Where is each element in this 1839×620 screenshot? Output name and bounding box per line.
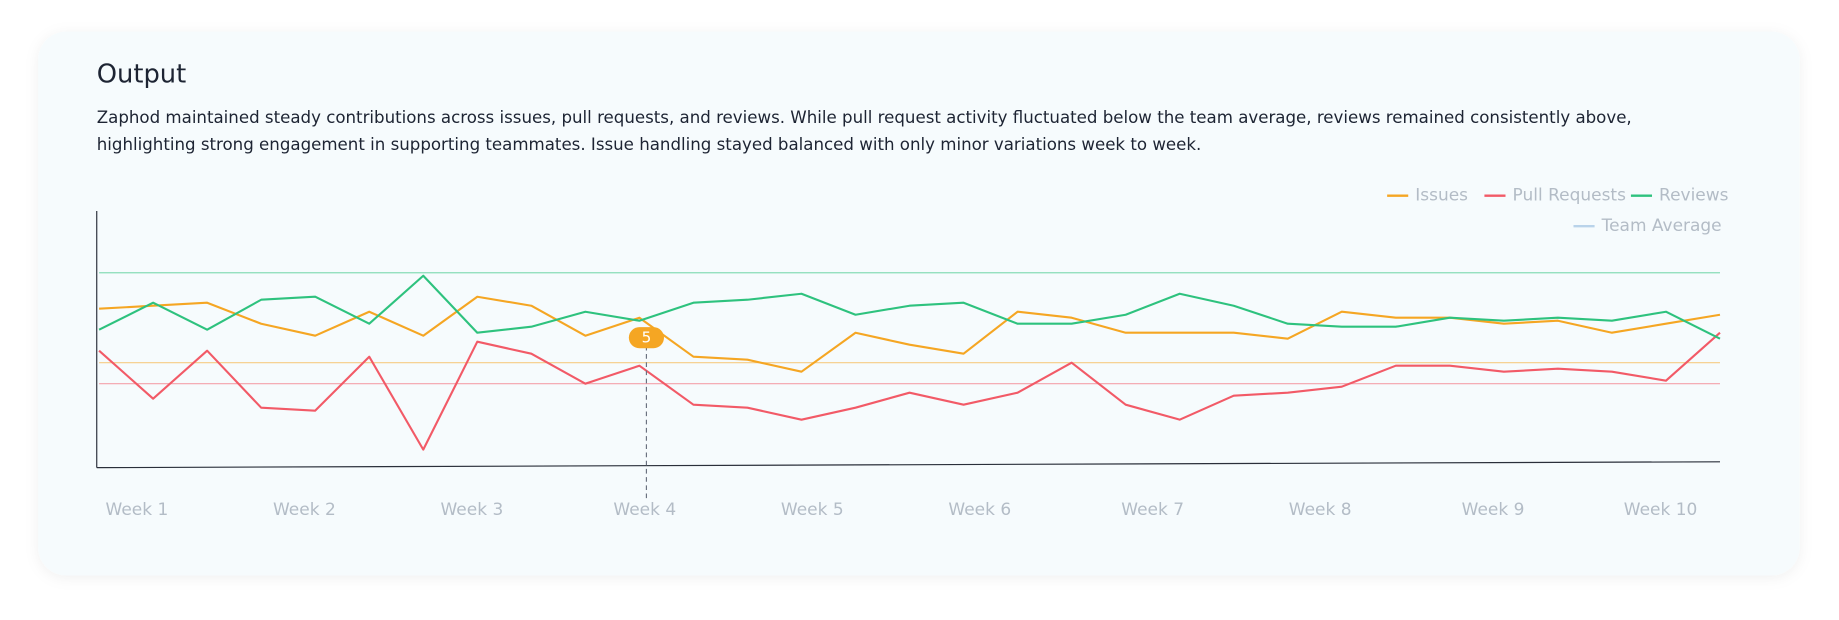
x-tick-label: Week 8 <box>1289 500 1352 520</box>
card-title: Output <box>97 60 187 90</box>
x-tick-label: Week 6 <box>948 500 1011 520</box>
x-tick-label: Week 2 <box>273 500 336 520</box>
x-tick-label: Week 4 <box>613 500 676 520</box>
legend-label: Team Average <box>1601 216 1722 236</box>
x-tick-label: Week 9 <box>1462 500 1525 520</box>
plot: Week 1 Week 2 Week 3 Week 4 Week 5 Week 6 Week… <box>96 186 1729 520</box>
card <box>38 31 1800 576</box>
x-tick-label: Week 3 <box>441 500 504 520</box>
x-axis <box>96 461 1720 469</box>
x-tick-label: Week 7 <box>1121 500 1184 520</box>
x-tick-label: Week 10 <box>1624 500 1698 520</box>
tooltip-value: 5 <box>642 329 652 347</box>
x-tick-label: Week 5 <box>781 500 844 520</box>
description: Zaphod maintained steady contributions a… <box>96 108 1632 155</box>
legend-label: Reviews <box>1659 186 1729 206</box>
series-line <box>98 274 1721 340</box>
legend-label: Pull Requests <box>1513 186 1627 206</box>
series-line <box>98 331 1721 451</box>
x-tick-label: Week 1 <box>106 500 169 520</box>
tooltip-bubble <box>628 327 664 349</box>
description-box: Zaphod maintained steady contributions a… <box>96 108 1632 155</box>
legend-label: Issues <box>1415 186 1468 206</box>
